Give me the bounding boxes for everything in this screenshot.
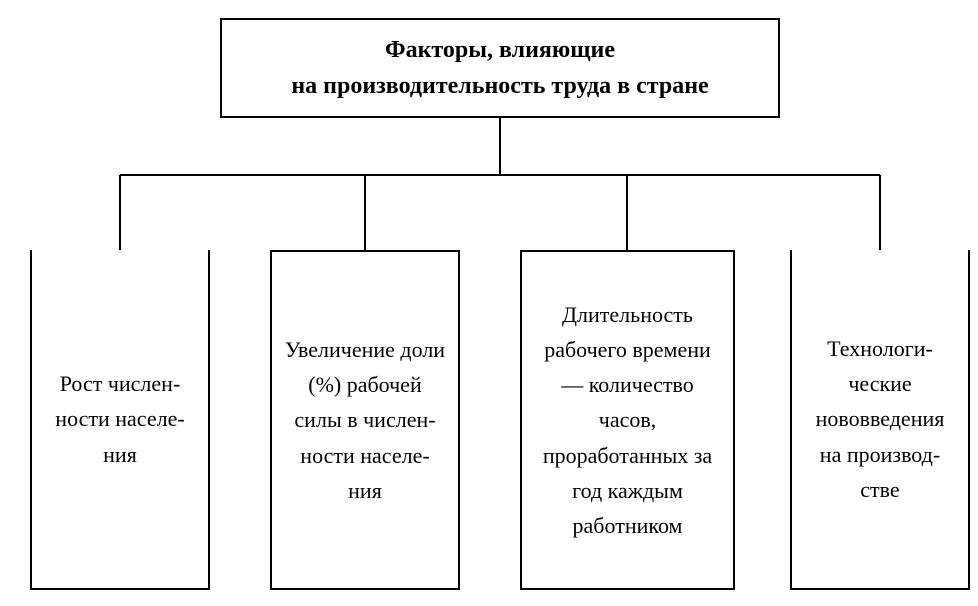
child-node-3: Длительность рабочего времени — количест… — [520, 250, 735, 590]
child-node-label-4: Технологи-ческие нововведения на произво… — [804, 331, 956, 507]
root-line-2: на производительность труда в стране — [291, 73, 708, 99]
child-node-1: Рост числен-ности населе-ния — [30, 250, 210, 590]
child-node-label-3: Длительность рабочего времени — количест… — [534, 297, 721, 543]
root-line-1: Факторы, влияющие — [385, 37, 615, 63]
child-node-label-2: Увеличение доли (%) рабочей силы в числе… — [284, 332, 446, 508]
child-node-4: Технологи-ческие нововведения на произво… — [790, 250, 970, 590]
child-node-label-1: Рост числен-ности населе-ния — [44, 366, 196, 472]
root-node-title: Факторы, влияющие на производительность … — [291, 32, 708, 104]
hierarchy-diagram: Факторы, влияющие на производительность … — [0, 0, 978, 606]
root-node: Факторы, влияющие на производительность … — [220, 18, 780, 118]
child-node-2: Увеличение доли (%) рабочей силы в числе… — [270, 250, 460, 590]
